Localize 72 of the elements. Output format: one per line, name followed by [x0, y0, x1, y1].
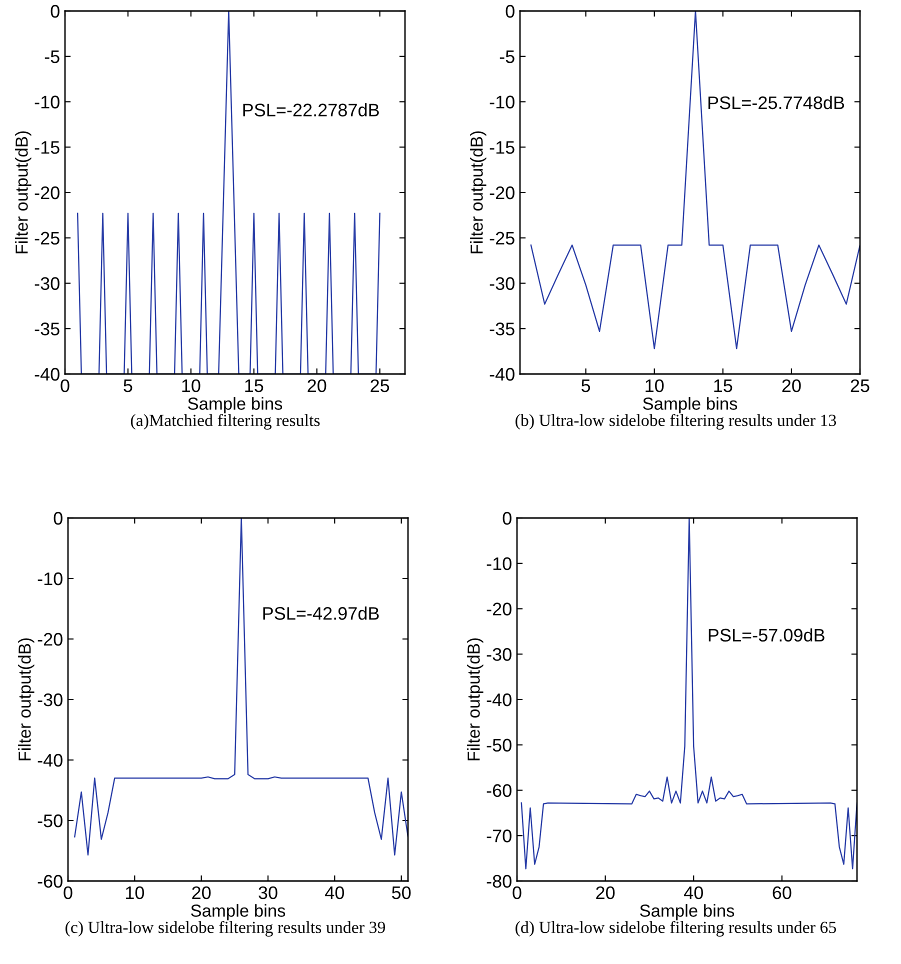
x-axis-title: Sample bins — [188, 397, 282, 414]
y-tick-label: -40 — [38, 754, 62, 767]
y-tick-label: -60 — [38, 874, 62, 888]
y-tick-label: -35 — [490, 322, 514, 336]
x-tick-label: 20 — [192, 886, 211, 900]
y-tick-label: -5 — [500, 50, 514, 64]
annotation: PSL=-42.97dB — [263, 606, 379, 620]
y-tick-label: -10 — [490, 96, 514, 108]
y-axis-title: Filter output(dB) — [15, 131, 32, 254]
y-tick-label: -20 — [490, 186, 514, 200]
x-tick-label: 5 — [124, 380, 132, 392]
x-tick-label: 0 — [64, 886, 72, 900]
y-tick-label: 0 — [502, 512, 512, 525]
y-tick-label: -30 — [38, 693, 62, 706]
text: (a)Matchied filtering results — [130, 414, 320, 430]
y-tick-label: -60 — [486, 784, 512, 797]
y-tick-label: 0 — [54, 512, 62, 525]
x-tick-label: 10 — [126, 886, 144, 900]
x-axis-title: Sample bins — [643, 397, 738, 414]
y-tick-label: -15 — [34, 141, 60, 154]
y-tick-label: -10 — [38, 572, 62, 586]
text: (d) Ultra-low sidelobe filtering results under 65 — [516, 921, 836, 937]
y-axis-title: Filter output(dB) — [470, 131, 486, 254]
line-series — [530, 11, 860, 350]
y-tick-label: -40 — [34, 368, 60, 381]
text: (c) Ultra-low sidelobe filtering results under 39 — [66, 921, 386, 937]
y-tick-label: -20 — [38, 632, 62, 646]
x-tick-label: 15 — [245, 380, 264, 392]
y-axis-title: Filter output(dB) — [467, 638, 484, 760]
x-tick-label: 30 — [258, 886, 278, 900]
x-tick-label: 25 — [850, 379, 870, 392]
y-tick-label: -15 — [490, 141, 514, 154]
annotation: PSL=-25.7748dB — [708, 96, 844, 110]
y-tick-label: -40 — [486, 693, 512, 706]
y-axis-title: Filter output(dB) — [18, 638, 34, 760]
x-axis-title: Sample bins — [640, 904, 734, 920]
x-tick-label: 20 — [596, 886, 615, 900]
y-tick-label: -10 — [34, 96, 60, 108]
annotation: PSL=-22.2787dB — [243, 103, 379, 116]
y-tick-label: -50 — [486, 738, 512, 752]
annotation: PSL=-57.09dB — [708, 628, 824, 642]
x-tick-label: 40 — [325, 886, 344, 900]
x-tick-label: 15 — [714, 380, 732, 392]
y-tick-label: -25 — [34, 232, 60, 245]
x-tick-label: 20 — [782, 379, 801, 392]
x-tick-label: 10 — [646, 379, 664, 392]
line-series — [520, 518, 857, 870]
y-tick-label: -20 — [34, 186, 60, 200]
y-tick-label: -25 — [490, 232, 514, 245]
y-tick-label: -40 — [490, 368, 514, 381]
y-tick-label: -10 — [486, 557, 512, 570]
y-tick-label: -70 — [486, 830, 512, 842]
line-series — [74, 518, 408, 856]
y-tick-label: -30 — [490, 277, 514, 290]
y-tick-label: -20 — [486, 602, 512, 616]
text: (b) Ultra-low sidelobe filtering results under 13 — [516, 414, 836, 430]
y-tick-label: -30 — [486, 648, 512, 661]
y-tick-label: 0 — [506, 4, 514, 18]
x-tick-label: 10 — [182, 379, 200, 392]
x-tick-label: 50 — [392, 886, 411, 900]
x-tick-label: 5 — [582, 380, 590, 392]
x-tick-label: 40 — [684, 886, 703, 900]
y-tick-label: -35 — [34, 322, 60, 336]
y-tick-label: -30 — [34, 277, 60, 290]
y-tick-label: -80 — [486, 874, 512, 888]
y-tick-label: 0 — [50, 4, 60, 18]
y-tick-label: -5 — [44, 50, 60, 64]
x-tick-label: 60 — [772, 886, 792, 900]
x-axis-title: Sample bins — [191, 904, 286, 920]
x-tick-label: 25 — [370, 379, 390, 392]
y-tick-label: -50 — [38, 814, 62, 828]
x-tick-label: 20 — [308, 379, 326, 392]
